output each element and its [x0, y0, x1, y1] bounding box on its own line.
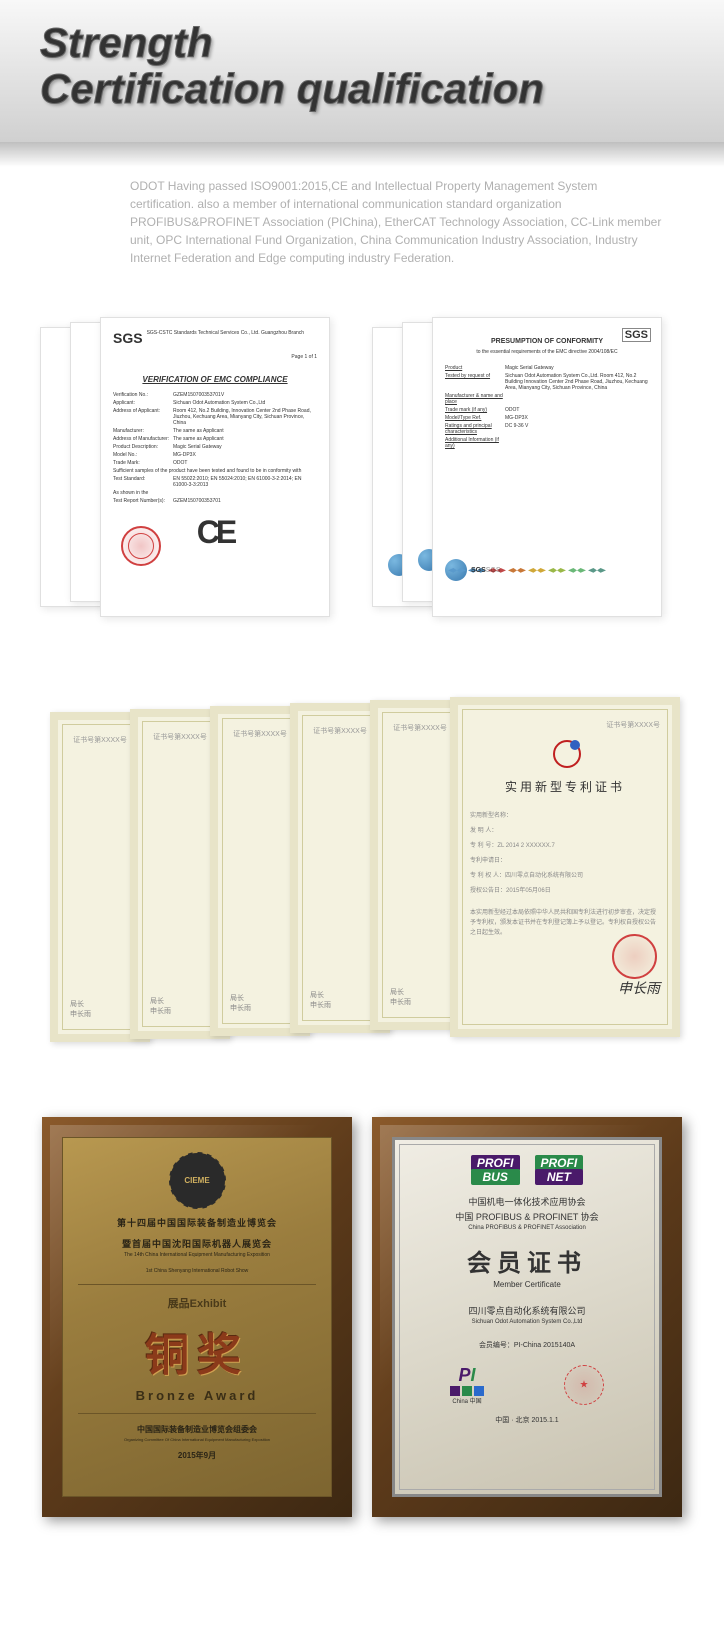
- plaques-row: CIEME 第十四届中国国际装备制造业博览会 暨首届中国沈阳国际机器人展览会 T…: [0, 1097, 724, 1557]
- patents-section: 证书号第XXXX号局长申长雨 证书号第XXXX号局长申长雨 证书号第XXXX号局…: [0, 677, 724, 1097]
- sgs-repeat: SGSSGS: [471, 567, 501, 574]
- patent-signature: 申长雨: [470, 978, 660, 998]
- red-seal-icon: [612, 934, 657, 979]
- patent-row: 证书号第XXXX号局长申长雨 证书号第XXXX号局长申长雨 证书号第XXXX号局…: [40, 697, 684, 1057]
- conformity-title: PRESUMPTION OF CONFORMITY: [445, 338, 649, 345]
- pi-row: PI China 中国: [410, 1365, 644, 1405]
- header-banner: Strength Certification qualification: [0, 0, 724, 142]
- bronze-inner: CIEME 第十四届中国国际装备制造业博览会 暨首届中国沈阳国际机器人展览会 T…: [62, 1137, 332, 1497]
- bronze-award-cn: 铜奖: [78, 1319, 316, 1383]
- red-stamp-icon: [121, 526, 161, 566]
- cieme-logo-icon: CIEME: [170, 1153, 225, 1208]
- sgs-logo: SGS: [113, 330, 143, 346]
- pi-color-blocks: [450, 1386, 484, 1396]
- page-num: Page 1 of 1: [113, 354, 317, 360]
- patent-doc-front: 证书号第XXXX号 实用新型专利证书 实用新型名称：发 明 人：专 利 号：ZL…: [450, 697, 680, 1037]
- profibus-logo: PROFIBUS: [471, 1155, 520, 1185]
- title-line-2: Certification qualification: [40, 66, 684, 112]
- emc-title: VERIFICATION OF EMC COMPLIANCE: [113, 375, 317, 384]
- patent-title: 实用新型专利证书: [470, 778, 660, 795]
- sgs-corner-logo: SGS: [622, 328, 651, 342]
- title-line-1: Strength: [40, 20, 684, 66]
- silver-inner: PROFIBUS PROFINET 中国机电一体化技术应用协会 中国 PROFI…: [392, 1137, 662, 1497]
- patent-logo-icon: [550, 740, 580, 770]
- member-plaque: PROFIBUS PROFINET 中国机电一体化技术应用协会 中国 PROFI…: [372, 1117, 682, 1517]
- sgs-certificates-row: SGS SGS-CSTC Standards Technical Services…: [0, 297, 724, 677]
- conformity-cert-group: SGS PRESUMPTION OF CONFORMITY to the ess…: [372, 317, 684, 637]
- pi-logo: PI China 中国: [450, 1365, 484, 1405]
- emc-cert-group: SGS SGS-CSTC Standards Technical Services…: [40, 317, 352, 637]
- sgs-branch: SGS-CSTC Standards Technical Services Co…: [147, 330, 305, 336]
- profibus-profinet-logos: PROFIBUS PROFINET: [410, 1155, 644, 1185]
- patent-fields: 实用新型名称：发 明 人：专 利 号：ZL 2014 2 XXXXXX.7专利申…: [470, 810, 660, 894]
- bronze-award-en: Bronze Award: [78, 1388, 316, 1403]
- red-seal-icon: [564, 1365, 604, 1405]
- member-cert-title: 会员证书: [410, 1243, 644, 1278]
- conformity-certificate: SGS PRESUMPTION OF CONFORMITY to the ess…: [432, 317, 662, 617]
- profinet-logo: PROFINET: [535, 1155, 584, 1185]
- emc-certificate: SGS SGS-CSTC Standards Technical Services…: [100, 317, 330, 617]
- bronze-plaque: CIEME 第十四届中国国际装备制造业博览会 暨首届中国沈阳国际机器人展览会 T…: [42, 1117, 352, 1517]
